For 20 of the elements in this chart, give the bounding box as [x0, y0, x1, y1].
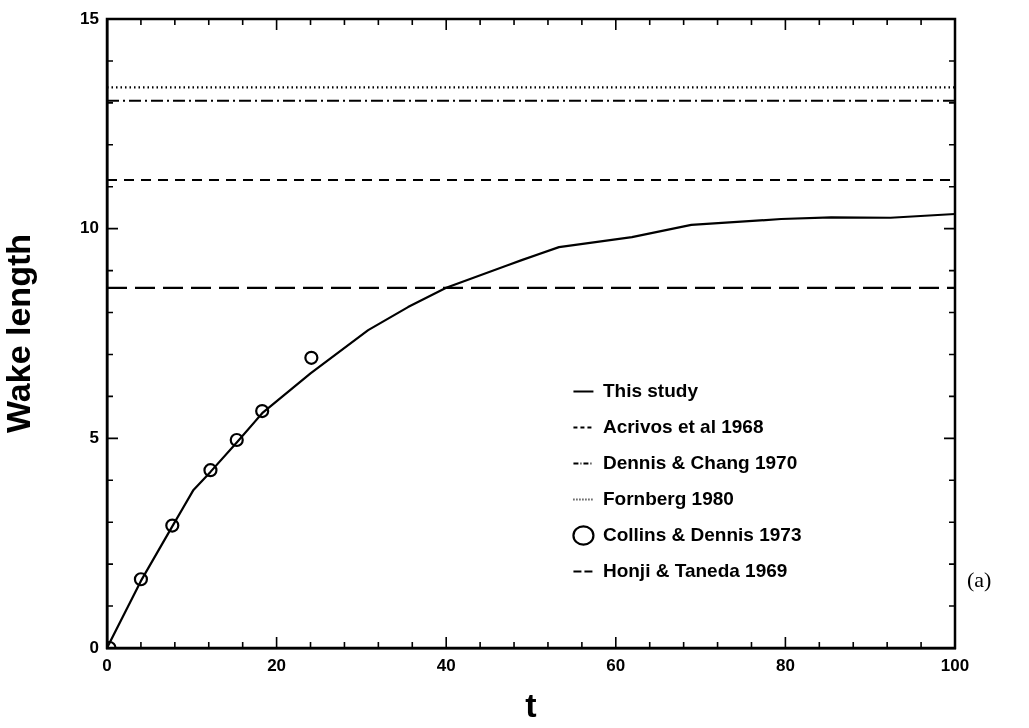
y-tick-label: 15: [80, 8, 99, 28]
x-tick-label: 80: [775, 655, 795, 675]
x-tick-label: 20: [267, 655, 287, 675]
y-tick-label: 10: [80, 218, 99, 238]
legend-label: Honji & Taneda 1969: [602, 559, 788, 581]
legend-label: This study: [602, 379, 699, 401]
x-tick-label: 40: [436, 655, 456, 675]
x-axis-title: t: [525, 685, 537, 724]
y-tick-label: 5: [89, 428, 99, 448]
point: [304, 350, 319, 365]
y-tick-label: 0: [89, 637, 99, 657]
x-tick-label: 100: [940, 655, 970, 675]
x-tick-label: 0: [102, 655, 112, 675]
legend-label: Collins & Dennis 1973: [602, 523, 802, 545]
legend-label: Acrivos et al 1968: [602, 415, 764, 437]
y-axis-title: Wake length: [0, 234, 37, 433]
legend-label: Dennis & Chang 1970: [602, 451, 798, 473]
text: (a): [967, 566, 992, 592]
legend-label: Fornberg 1980: [602, 487, 734, 509]
x-tick-label: 60: [606, 655, 626, 675]
